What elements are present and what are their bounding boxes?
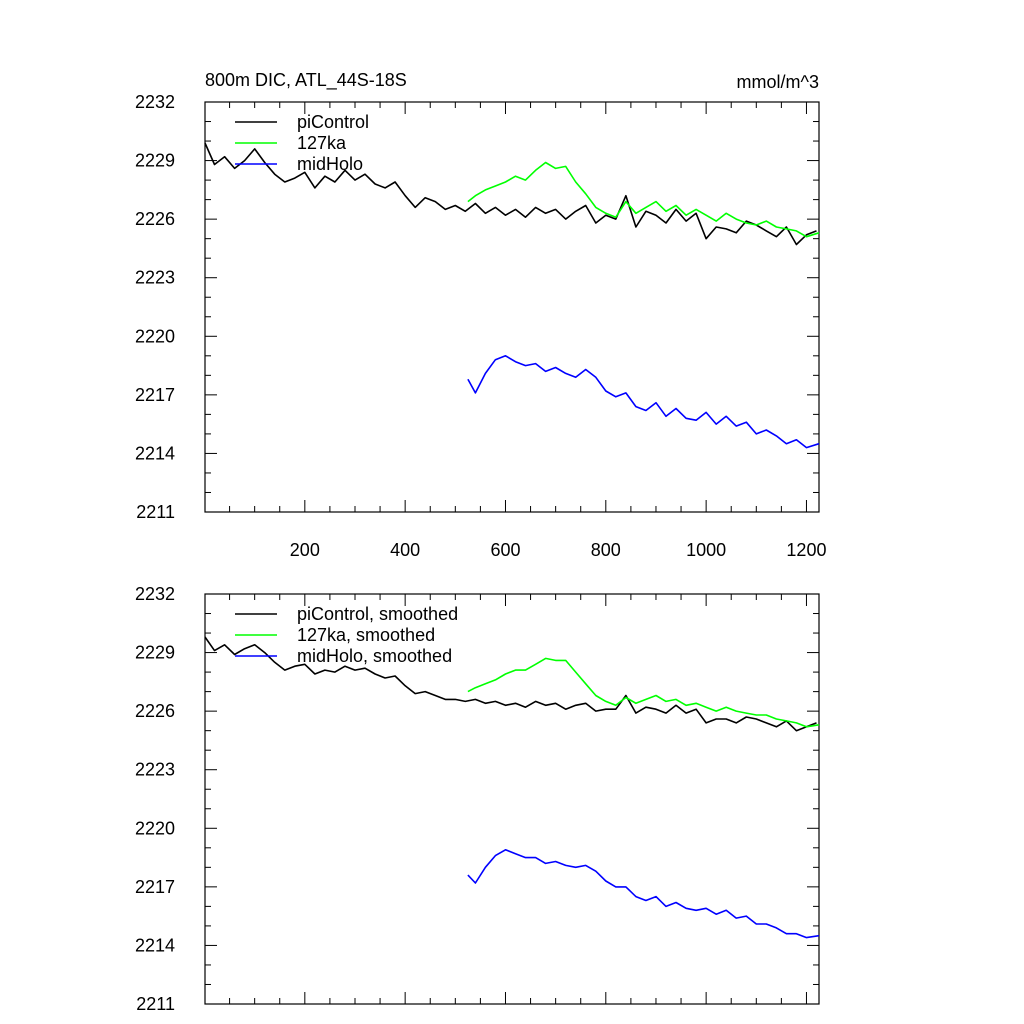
y-tick-label: 2226: [135, 209, 175, 229]
plot-frame: [204, 101, 820, 513]
y-tick-label: 2223: [135, 760, 175, 780]
chart-panel-2: 2211 2214 2217 2220 2223 2226 2229 2232 piContro…: [135, 584, 820, 1014]
y-tick-label: 2214: [135, 935, 175, 955]
y-tick-label: 2214: [135, 443, 175, 463]
y-tick-label: 2217: [135, 877, 175, 897]
y-tick-label: 2232: [135, 584, 175, 604]
legend-label: 127ka: [297, 133, 347, 153]
y-tick-label: 2211: [136, 502, 175, 522]
series-line-picontrol-smoothed: [204, 636, 817, 732]
series-lines: [204, 142, 820, 449]
series-line-midholo-smoothed: [467, 848, 820, 939]
x-tick-label: 200: [290, 540, 320, 560]
chart-panel-1: 800m DIC, ATL_44S-18S mmol/m^322112214221…: [135, 70, 827, 560]
x-tick-label: 600: [490, 540, 520, 560]
series-line-picontrol: [204, 142, 817, 246]
y-tick-label: 2226: [135, 701, 175, 721]
chart-title: 800m DIC, ATL_44S-18S: [205, 70, 407, 91]
x-axis: 200 400 600 800 1000 1200: [229, 102, 826, 560]
y-tick-label: 2211: [136, 994, 175, 1014]
legend-label: piControl: [297, 112, 369, 132]
x-tick-label: 1000: [686, 540, 726, 560]
y-tick-label: 2217: [135, 385, 175, 405]
x-tick-label: 800: [591, 540, 621, 560]
y-tick-label: 2232: [135, 92, 175, 112]
legend-label: 127ka, smoothed: [297, 625, 435, 645]
y-tick-label: 2220: [135, 818, 175, 838]
y-tick-label: 2220: [135, 326, 175, 346]
legend-label: midHolo, smoothed: [297, 646, 452, 666]
y-tick-label: 2229: [135, 151, 175, 171]
series-line-127ka: [467, 161, 820, 238]
y-axis: 2211 2214 2217 2220 2223 2226 2229 2232: [135, 584, 819, 1014]
series-lines: [204, 636, 820, 939]
legend-label: midHolo: [297, 154, 363, 174]
x-tick-label: 400: [390, 540, 420, 560]
legend-label: piControl, smoothed: [297, 604, 458, 624]
y-axis: 2211 2214 2217 2220 2223 2226 2229 2232: [135, 92, 819, 522]
x-axis: [229, 594, 807, 1004]
series-line-midholo: [467, 354, 820, 449]
x-tick-label: 1200: [786, 540, 826, 560]
chart-units: mmol/m^3: [737, 72, 819, 92]
y-tick-label: 2223: [135, 268, 175, 288]
y-tick-label: 2229: [135, 643, 175, 663]
plot-frame: [204, 593, 820, 1005]
series-line-127ka-smoothed: [467, 657, 820, 728]
